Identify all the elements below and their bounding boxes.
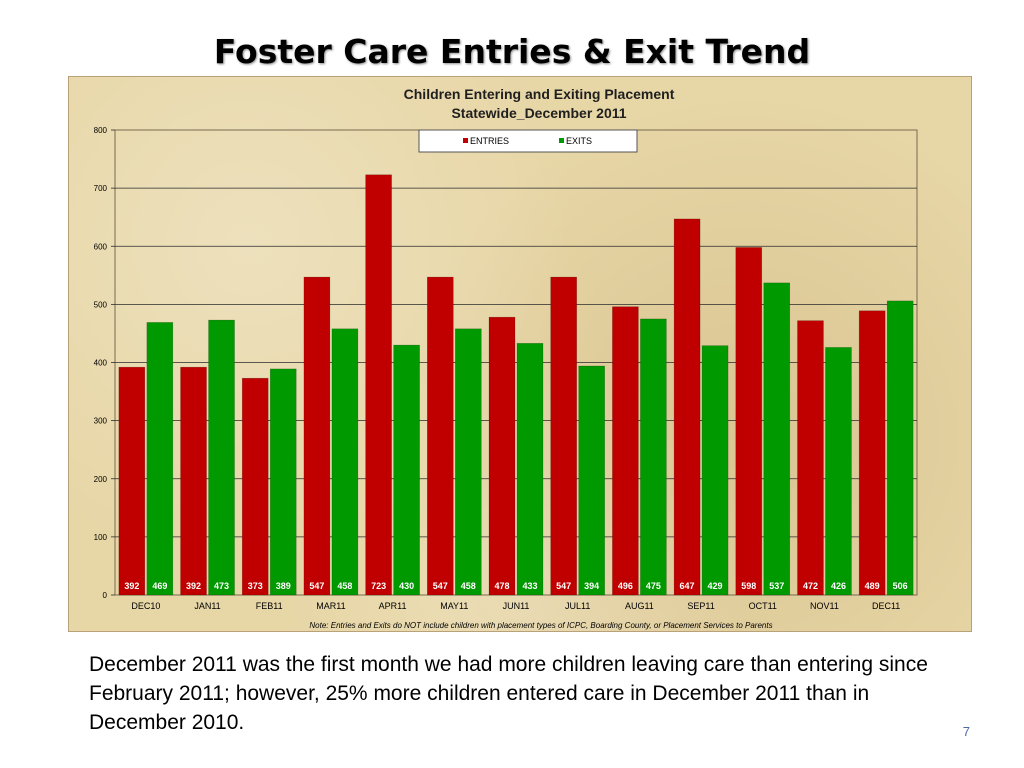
y-tick-label: 600 <box>94 242 108 251</box>
x-tick-label: MAY11 <box>440 601 468 611</box>
data-label: 429 <box>708 581 723 591</box>
y-tick-label: 0 <box>103 591 108 600</box>
y-axis-ticks: 0 100 200 300 400 500 600 700 800 <box>94 126 115 600</box>
x-tick-label: JUL11 <box>565 601 590 611</box>
y-tick-label: 200 <box>94 475 108 484</box>
data-label: 458 <box>461 581 476 591</box>
bar-exits-mar11 <box>331 328 359 596</box>
data-label: 547 <box>433 581 448 591</box>
data-label: 547 <box>556 581 571 591</box>
data-label: 489 <box>865 581 880 591</box>
data-label: 389 <box>276 581 291 591</box>
x-axis-ticks: DEC10 JAN11 FEB11 MAR11 APR11 MAY11 JUN11 JUL11… <box>131 601 900 611</box>
data-label: 426 <box>831 581 846 591</box>
page-number: 7 <box>962 724 970 739</box>
data-label: 598 <box>741 581 756 591</box>
bar-entries-jun11 <box>488 316 516 596</box>
legend-swatch-exits <box>559 138 564 143</box>
x-tick-label: NOV11 <box>810 601 839 611</box>
gridlines <box>115 187 917 538</box>
data-label: 537 <box>769 581 784 591</box>
bar-entries-oct11 <box>735 247 763 596</box>
x-tick-label: OCT11 <box>749 601 777 611</box>
bar-exits-sep11 <box>701 345 729 596</box>
bar-entries-nov11 <box>797 320 824 596</box>
data-label: 392 <box>124 581 139 591</box>
data-label: 472 <box>803 581 818 591</box>
data-label: 458 <box>337 581 352 591</box>
x-tick-label: JAN11 <box>194 601 220 611</box>
bar-entries-sep11 <box>673 218 701 596</box>
bar-exits-jun11 <box>516 343 544 596</box>
data-label: 394 <box>584 581 599 591</box>
x-tick-label: JUN11 <box>503 601 530 611</box>
slide-title: Foster Care Entries & Exit Trend <box>213 32 811 71</box>
bars <box>118 174 914 596</box>
data-label: 496 <box>618 581 633 591</box>
bar-exits-oct11 <box>763 282 791 596</box>
data-label: 547 <box>309 581 324 591</box>
bar-entries-jul11 <box>550 276 577 596</box>
bar-entries-dec10 <box>118 366 146 596</box>
bar-exits-apr11 <box>393 344 420 596</box>
x-tick-label: FEB11 <box>256 601 283 611</box>
legend-label-exits: EXITS <box>566 136 592 146</box>
x-tick-label: SEP11 <box>687 601 714 611</box>
bar-exits-dec11 <box>886 300 914 596</box>
x-tick-label: AUG11 <box>625 601 654 611</box>
data-label: 433 <box>522 581 537 591</box>
legend-swatch-entries <box>463 138 468 143</box>
y-tick-label: 100 <box>94 533 108 542</box>
bar-entries-jan11 <box>180 366 207 596</box>
bar-exits-dec10 <box>146 322 174 596</box>
x-tick-label: DEC10 <box>131 601 160 611</box>
data-label: 430 <box>399 581 414 591</box>
bar-entries-dec11 <box>858 310 886 596</box>
x-tick-label: APR11 <box>379 601 407 611</box>
bar-exits-may11 <box>455 328 482 596</box>
x-tick-label: MAR11 <box>316 601 345 611</box>
chart-frame: 0 100 200 300 400 500 600 700 800 392 469 392 473 37… <box>68 76 972 632</box>
bar-exits-jul11 <box>578 365 605 596</box>
data-label: 647 <box>680 581 695 591</box>
y-tick-label: 500 <box>94 300 108 309</box>
chart-subtitle: Statewide_December 2011 <box>451 105 626 121</box>
data-label: 473 <box>214 581 229 591</box>
bar-entries-apr11 <box>365 174 392 596</box>
data-label: 392 <box>186 581 201 591</box>
bar-exits-feb11 <box>269 368 297 596</box>
bar-entries-aug11 <box>612 306 639 596</box>
chart-note: Note: Entries and Exits do NOT include c… <box>309 621 772 630</box>
x-tick-label: DEC11 <box>872 601 900 611</box>
y-tick-label: 400 <box>94 359 108 368</box>
legend-box <box>418 129 638 153</box>
data-labels: 392 469 392 473 373 389 547 458 723 430 547 458 478 4… <box>124 581 907 591</box>
data-label: 723 <box>371 581 386 591</box>
bar-entries-mar11 <box>303 276 331 596</box>
slide-caption: December 2011 was the first month we had… <box>89 653 928 734</box>
y-tick-label: 800 <box>94 126 108 135</box>
bar-exits-jan11 <box>208 319 235 596</box>
data-label: 469 <box>152 581 167 591</box>
data-label: 475 <box>646 581 661 591</box>
legend: ENTRIES EXITS <box>418 129 638 153</box>
data-label: 506 <box>893 581 908 591</box>
y-tick-label: 300 <box>94 417 108 426</box>
data-label: 478 <box>494 581 509 591</box>
bar-chart: 0 100 200 300 400 500 600 700 800 392 469 392 473 37… <box>94 86 918 630</box>
bar-exits-nov11 <box>825 347 852 596</box>
legend-label-entries: ENTRIES <box>470 136 509 146</box>
data-label: 373 <box>248 581 263 591</box>
y-tick-label: 700 <box>94 184 108 193</box>
bar-exits-aug11 <box>640 318 667 596</box>
bar-entries-feb11 <box>241 377 269 596</box>
bar-entries-may11 <box>427 276 454 596</box>
chart-title: Children Entering and Exiting Placement <box>404 86 675 102</box>
